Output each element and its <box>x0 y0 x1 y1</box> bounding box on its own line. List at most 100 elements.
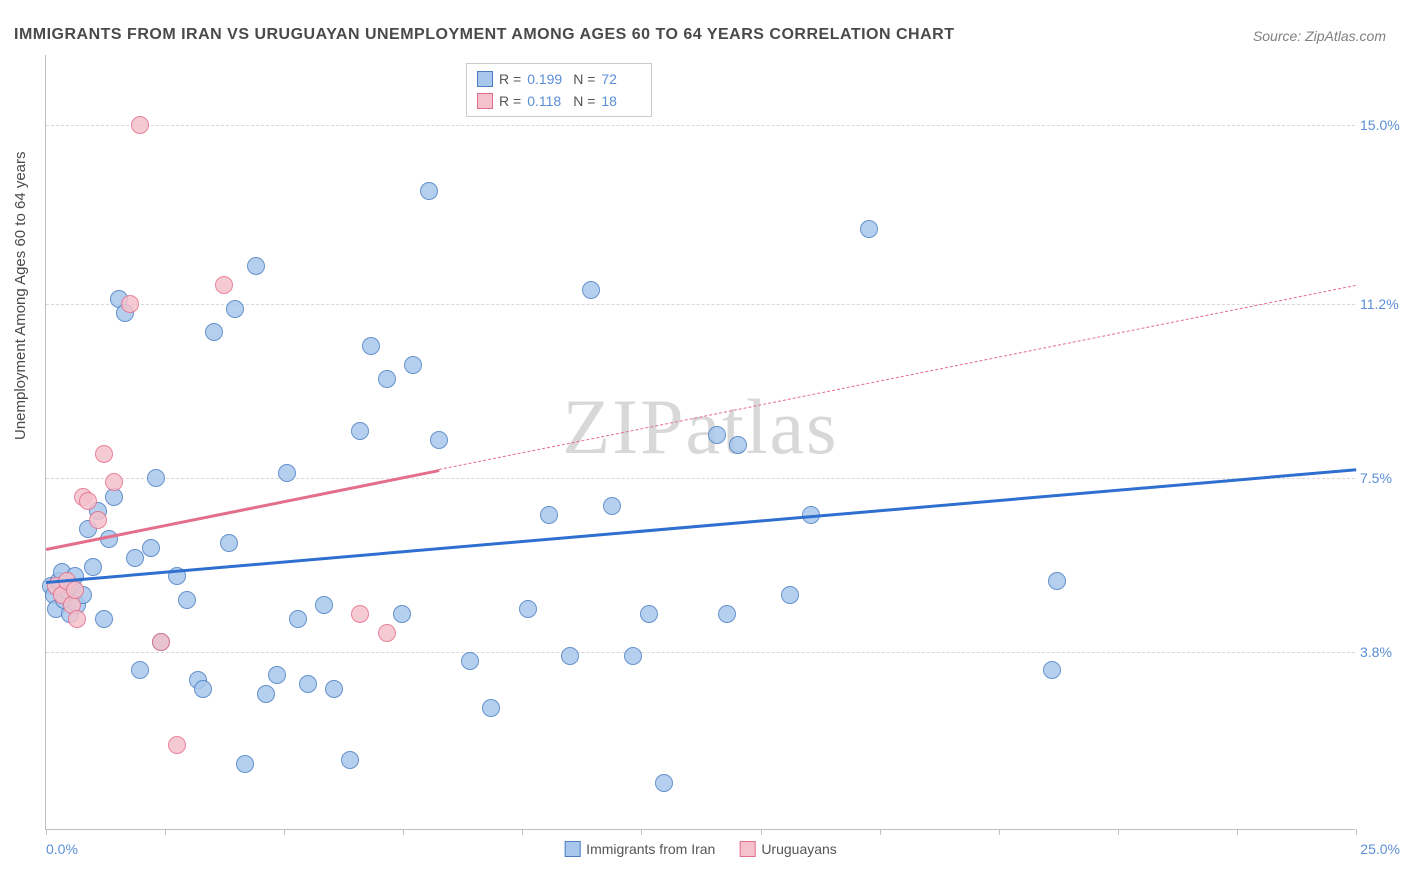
data-point-iran <box>147 469 165 487</box>
legend-label-iran: Immigrants from Iran <box>586 841 715 857</box>
data-point-iran <box>540 506 558 524</box>
data-point-iran <box>341 751 359 769</box>
x-tick <box>1356 829 1357 835</box>
x-tick <box>1237 829 1238 835</box>
x-tick <box>641 829 642 835</box>
data-point-iran <box>860 220 878 238</box>
swatch-uruguay-icon <box>739 841 755 857</box>
y-tick-label: 3.8% <box>1360 644 1405 660</box>
data-point-iran <box>289 610 307 628</box>
data-point-iran <box>1043 661 1061 679</box>
data-point-uruguay <box>89 511 107 529</box>
data-point-iran <box>708 426 726 444</box>
chart-title: IMMIGRANTS FROM IRAN VS URUGUAYAN UNEMPL… <box>14 26 954 44</box>
data-point-iran <box>257 685 275 703</box>
data-point-iran <box>236 755 254 773</box>
data-point-uruguay <box>152 633 170 651</box>
plot-area: ZIPatlas R = 0.199 N = 72 R = 0.118 N = … <box>45 55 1355 830</box>
data-point-iran <box>378 370 396 388</box>
data-point-iran <box>362 337 380 355</box>
gridline <box>46 125 1355 126</box>
data-point-iran <box>226 300 244 318</box>
data-point-iran <box>178 591 196 609</box>
data-point-iran <box>655 774 673 792</box>
y-axis-label: Unemployment Among Ages 60 to 64 years <box>12 151 29 440</box>
data-point-iran <box>194 680 212 698</box>
n-value-uruguay: 18 <box>601 90 641 112</box>
data-point-iran <box>729 436 747 454</box>
x-tick <box>165 829 166 835</box>
data-point-uruguay <box>351 605 369 623</box>
r-label: R = <box>499 68 521 90</box>
n-value-iran: 72 <box>601 68 641 90</box>
data-point-uruguay <box>95 445 113 463</box>
swatch-iran-icon <box>564 841 580 857</box>
y-tick-label: 7.5% <box>1360 470 1405 486</box>
gridline <box>46 478 1355 479</box>
x-tick <box>46 829 47 835</box>
y-tick-label: 15.0% <box>1360 117 1405 133</box>
data-point-iran <box>315 596 333 614</box>
data-point-iran <box>718 605 736 623</box>
gridline <box>46 652 1355 653</box>
data-point-uruguay <box>215 276 233 294</box>
r-value-iran: 0.199 <box>527 68 567 90</box>
x-axis-origin-label: 0.0% <box>46 841 78 857</box>
data-point-iran <box>1048 572 1066 590</box>
data-point-uruguay <box>131 116 149 134</box>
data-point-uruguay <box>121 295 139 313</box>
data-point-iran <box>561 647 579 665</box>
data-point-iran <box>461 652 479 670</box>
data-point-iran <box>95 610 113 628</box>
r-label: R = <box>499 90 521 112</box>
data-point-iran <box>268 666 286 684</box>
legend-series: Immigrants from Iran Uruguayans <box>564 841 837 857</box>
data-point-iran <box>482 699 500 717</box>
chart-container: IMMIGRANTS FROM IRAN VS URUGUAYAN UNEMPL… <box>0 0 1406 892</box>
x-tick <box>284 829 285 835</box>
swatch-iran <box>477 71 493 87</box>
trend-line-dashed <box>439 285 1356 470</box>
legend-item-iran: Immigrants from Iran <box>564 841 715 857</box>
x-tick <box>880 829 881 835</box>
data-point-iran <box>247 257 265 275</box>
data-point-iran <box>299 675 317 693</box>
y-tick-label: 11.2% <box>1360 296 1405 312</box>
legend-label-uruguay: Uruguayans <box>761 841 837 857</box>
data-point-iran <box>131 661 149 679</box>
data-point-uruguay <box>66 581 84 599</box>
watermark-thin: atlas <box>686 383 839 470</box>
data-point-uruguay <box>168 736 186 754</box>
legend-stats-row-iran: R = 0.199 N = 72 <box>477 68 641 90</box>
data-point-iran <box>430 431 448 449</box>
data-point-iran <box>603 497 621 515</box>
data-point-iran <box>84 558 102 576</box>
data-point-iran <box>582 281 600 299</box>
data-point-iran <box>142 539 160 557</box>
data-point-iran <box>278 464 296 482</box>
watermark: ZIPatlas <box>563 382 839 472</box>
data-point-iran <box>781 586 799 604</box>
legend-stats-row-uruguay: R = 0.118 N = 18 <box>477 90 641 112</box>
data-point-iran <box>205 323 223 341</box>
data-point-iran <box>393 605 411 623</box>
x-tick <box>403 829 404 835</box>
x-tick <box>999 829 1000 835</box>
trend-line <box>46 468 1356 583</box>
data-point-uruguay <box>79 492 97 510</box>
legend-item-uruguay: Uruguayans <box>739 841 837 857</box>
data-point-iran <box>351 422 369 440</box>
x-tick <box>761 829 762 835</box>
data-point-uruguay <box>378 624 396 642</box>
data-point-iran <box>420 182 438 200</box>
source-attribution: Source: ZipAtlas.com <box>1253 28 1386 44</box>
watermark-bold: ZIP <box>563 383 686 470</box>
data-point-uruguay <box>105 473 123 491</box>
data-point-iran <box>640 605 658 623</box>
n-label: N = <box>573 68 595 90</box>
data-point-iran <box>519 600 537 618</box>
data-point-iran <box>624 647 642 665</box>
data-point-iran <box>404 356 422 374</box>
data-point-uruguay <box>68 610 86 628</box>
data-point-iran <box>325 680 343 698</box>
